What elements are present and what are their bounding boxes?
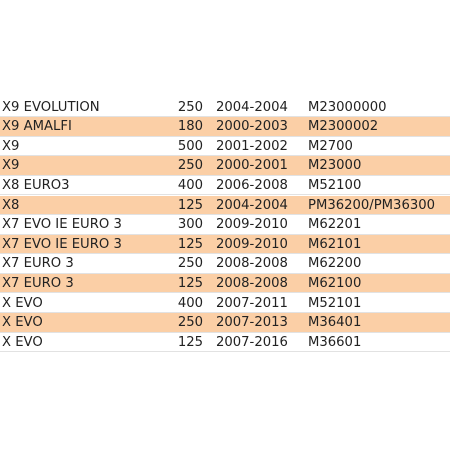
table-row: X9 EVOLUTION 250 2004-2004 M23000000	[0, 98, 450, 118]
engine-cc: 125	[177, 275, 203, 291]
model-name: X EVO	[2, 295, 43, 311]
model-name: X9 AMALFI	[2, 119, 72, 135]
engine-cc: 180	[177, 119, 203, 135]
table-row: X9 250 2000-2001 M23000	[0, 156, 450, 176]
table-row: X7 EVO IE EURO 3 300 2009-2010 M62201	[0, 215, 450, 235]
part-code: M52101	[308, 295, 362, 311]
part-code: M2700	[308, 138, 353, 154]
year-range: 2009-2010	[216, 236, 288, 252]
part-code: M52100	[308, 177, 362, 193]
part-code: M23000	[308, 158, 362, 174]
model-name: X9	[2, 158, 20, 174]
engine-cc: 400	[177, 177, 203, 193]
year-range: 2008-2008	[216, 275, 288, 291]
model-name: X9 EVOLUTION	[2, 99, 100, 115]
part-code: M62100	[308, 275, 362, 291]
table-row: X7 EURO 3 250 2008-2008 M62200	[0, 254, 450, 274]
year-range: 2007-2011	[216, 295, 288, 311]
part-code: M23000000	[308, 99, 387, 115]
table-row: X EVO 250 2007-2013 M36401	[0, 313, 450, 333]
year-range: 2000-2003	[216, 119, 288, 135]
model-name: X7 EURO 3	[2, 256, 74, 272]
part-code: M62201	[308, 217, 362, 233]
part-code: M36401	[308, 315, 362, 331]
engine-cc: 125	[177, 197, 203, 213]
table-row: X EVO 400 2007-2011 M52101	[0, 294, 450, 314]
model-name: X EVO	[2, 315, 43, 331]
part-code: M36601	[308, 334, 362, 350]
year-range: 2007-2016	[216, 334, 288, 350]
model-name: X7 EURO 3	[2, 275, 74, 291]
year-range: 2006-2008	[216, 177, 288, 193]
year-range: 2000-2001	[216, 158, 288, 174]
engine-cc: 125	[177, 236, 203, 252]
part-code: M62200	[308, 256, 362, 272]
engine-cc: 250	[177, 158, 203, 174]
part-code: PM36200/PM36300	[308, 197, 436, 213]
table-row: X8 125 2004-2004 PM36200/PM36300	[0, 195, 450, 216]
model-name: X9	[2, 138, 20, 154]
engine-cc: 300	[177, 217, 203, 233]
engine-cc: 250	[177, 99, 203, 115]
year-range: 2004-2004	[216, 197, 288, 213]
year-range: 2008-2008	[216, 256, 288, 272]
table-row: X9 AMALFI 180 2000-2003 M2300002	[0, 117, 450, 137]
model-name: X7 EVO IE EURO 3	[2, 217, 122, 233]
year-range: 2009-2010	[216, 217, 288, 233]
model-name: X8 EURO3	[2, 177, 70, 193]
year-range: 2007-2013	[216, 315, 288, 331]
part-code: M2300002	[308, 119, 379, 135]
model-name: X7 EVO IE EURO 3	[2, 236, 122, 252]
year-range: 2004-2004	[216, 99, 288, 115]
engine-cc: 250	[177, 256, 203, 272]
engine-cc: 400	[177, 295, 203, 311]
table-row: X7 EURO 3 125 2008-2008 M62100	[0, 273, 450, 294]
engine-cc: 500	[177, 138, 203, 154]
model-name: X EVO	[2, 334, 43, 350]
part-code: M62101	[308, 236, 362, 252]
table-row: X7 EVO IE EURO 3 125 2009-2010 M62101	[0, 234, 450, 255]
engine-cc: 125	[177, 334, 203, 350]
table-row: X9 500 2001-2002 M2700	[0, 137, 450, 157]
engine-cc: 250	[177, 315, 203, 331]
table-row: X8 EURO3 400 2006-2008 M52100	[0, 176, 450, 196]
model-name: X8	[2, 197, 20, 213]
year-range: 2001-2002	[216, 138, 288, 154]
table-row: X EVO 125 2007-2016 M36601	[0, 333, 450, 353]
